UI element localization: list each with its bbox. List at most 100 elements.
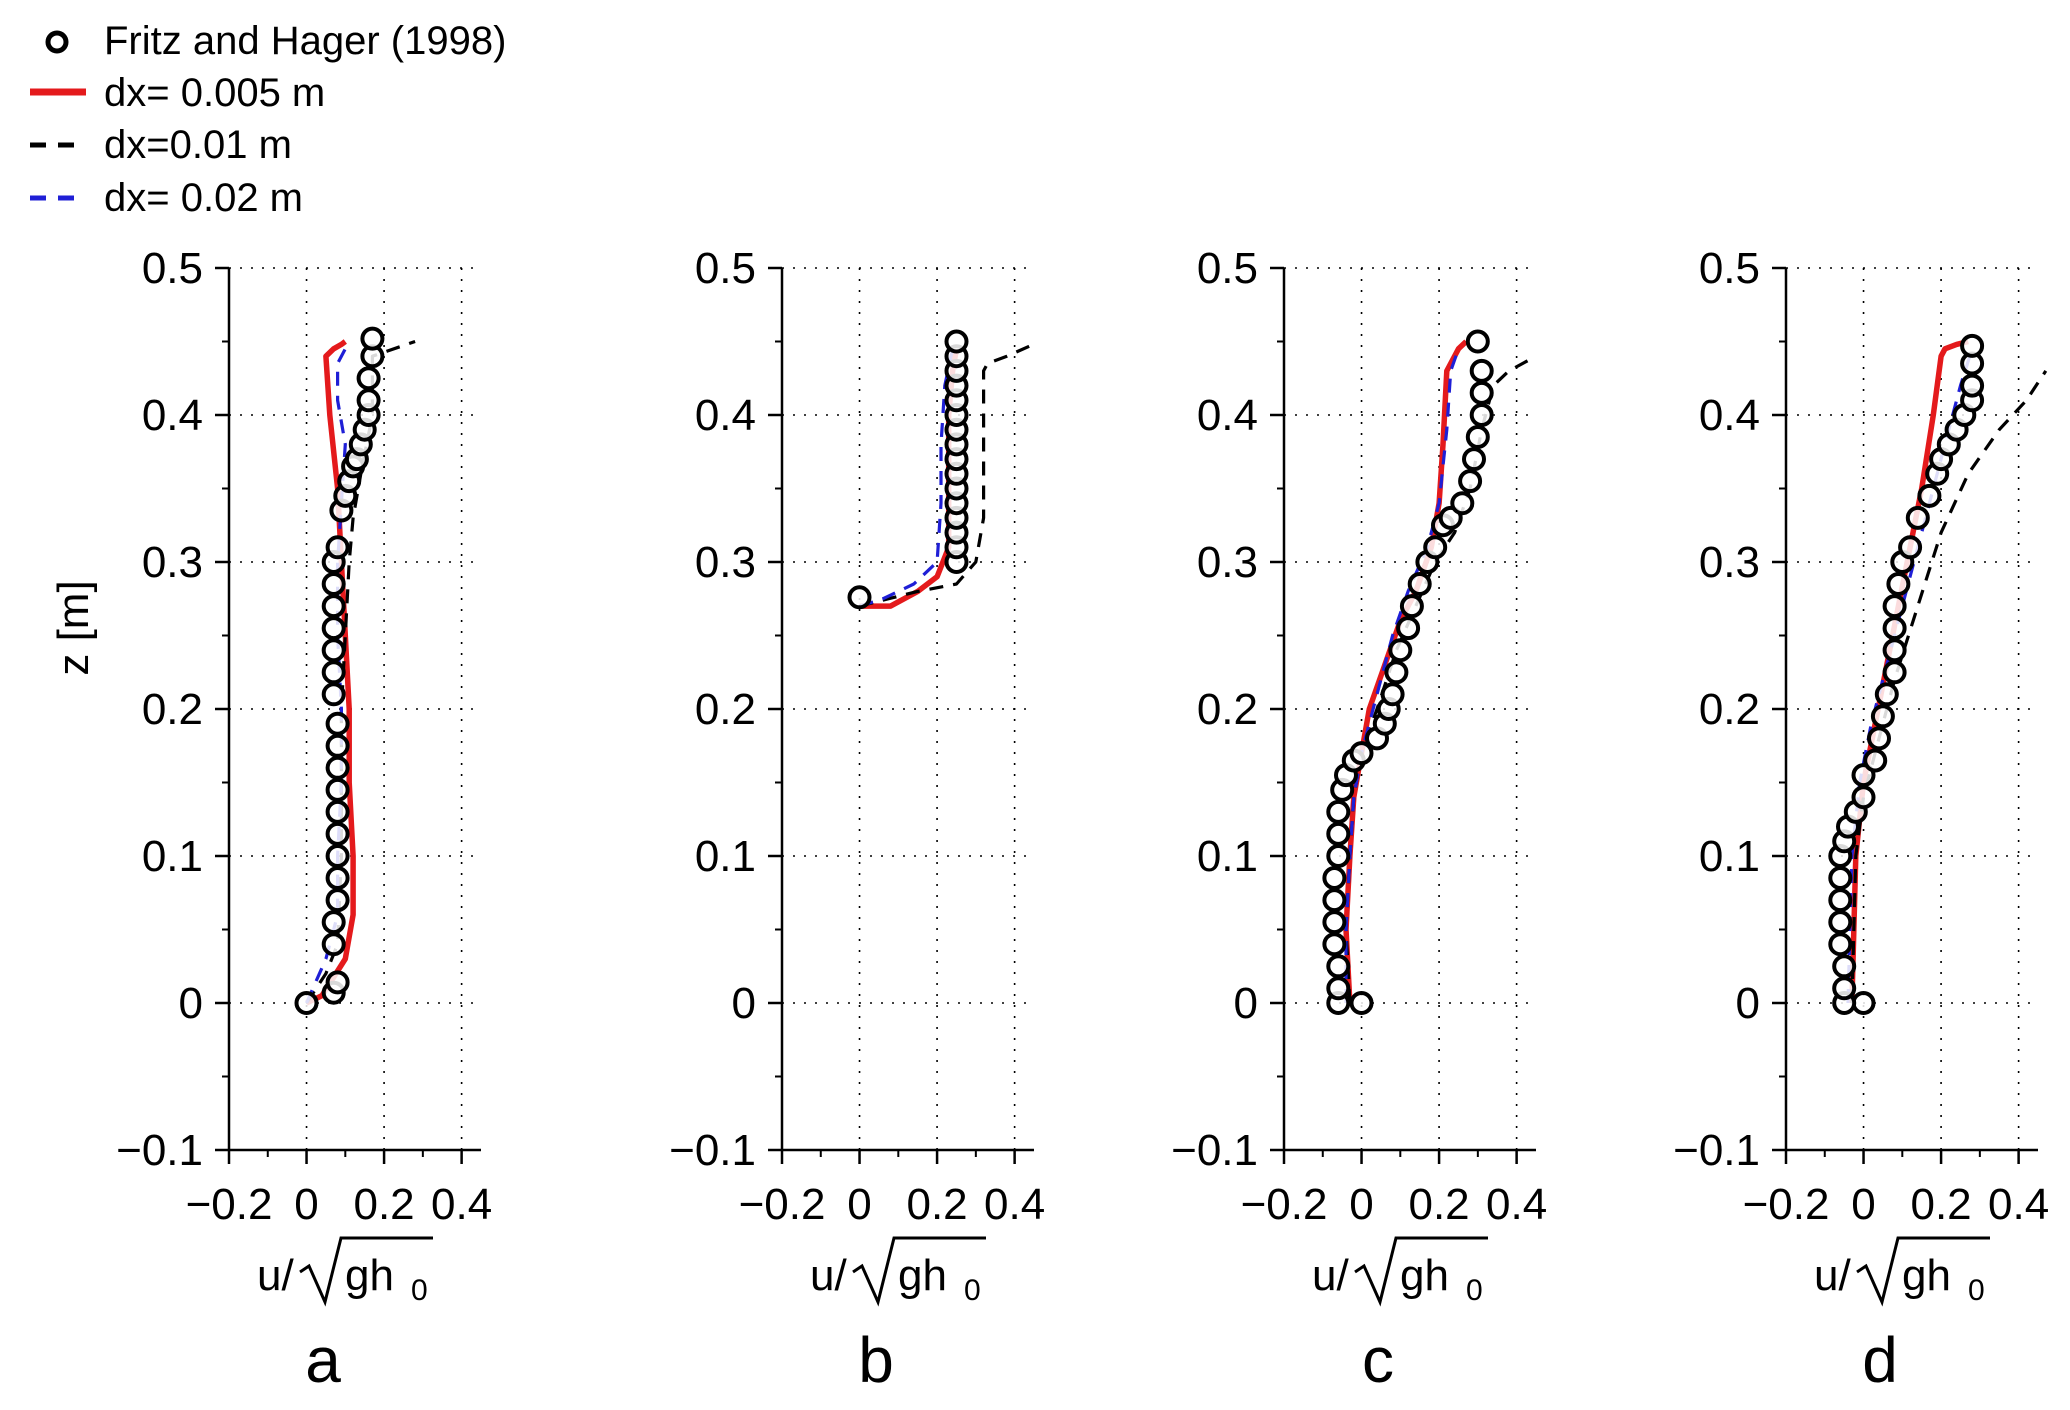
legend-label-observed: Fritz and Hager (1998) [104,19,506,63]
x-axis-title-sub-d: 0 [1968,1274,1985,1307]
observed-point-d-16 [1870,704,1895,729]
observed-point-a-21 [325,535,350,560]
observed-point-d-2 [1832,976,1857,1001]
x-axis-title-u-a: u/ [257,1251,294,1300]
y-tick-label-c-1: 0 [1234,979,1258,1028]
observed-point-c-25 [1423,535,1448,560]
y-tick-label-c-5: 0.4 [1197,391,1258,440]
observed-point-a-8 [325,821,350,846]
observed-point-a-19 [321,572,346,596]
observed-point-a-12 [325,733,350,758]
panel-letter-d: d [1862,1324,1898,1396]
observed-point-a-10 [325,777,350,802]
observed-point-c-0 [1349,991,1374,1015]
observed-point-a-14 [321,682,346,707]
observed-point-d-24 [1898,535,1923,560]
observed-point-d-21 [1882,594,1907,619]
observed-point-d-4 [1828,932,1853,957]
observed-point-c-33 [1469,380,1494,405]
legend-label-dx005: dx= 0.005 m [104,71,325,115]
panel-d: −0.1 0 0.1 0.2 0.3 0.4 0.5 −0.2 0 0.2 0.4 u/gh 0 d [1673,244,2049,1396]
y-tick-label-a-2: 0.1 [142,832,203,881]
x-tick-label-d-3: 0.4 [1988,1180,2049,1229]
observed-point-c-23 [1407,572,1432,596]
observed-point-a-13 [325,711,350,736]
observed-point-c-30 [1462,447,1486,472]
x-tick-label-c-3: 0.4 [1486,1180,1547,1229]
observed-point-c-22 [1399,594,1424,619]
y-tick-label-a-5: 0.4 [142,391,203,440]
y-tick-label-c-4: 0.3 [1197,538,1258,587]
y-tick-label-b-2: 0.1 [695,832,756,881]
sqrt-sign-b [852,1236,986,1307]
observed-point-a-33 [360,326,385,351]
observed-point-a-16 [321,638,346,663]
x-tick-label-a-0: −0.2 [186,1180,273,1229]
x-tick-label-c-1: 0 [1349,1180,1373,1229]
x-tick-label-b-2: 0.2 [906,1180,967,1229]
observed-point-c-35 [1465,329,1490,354]
observed-point-d-25 [1905,505,1930,530]
y-tick-label-d-2: 0.1 [1699,832,1760,881]
observed-point-d-19 [1882,638,1907,663]
x-axis-title-sub-a: 0 [411,1274,428,1307]
x-axis-title-g-d: gh [1902,1251,1951,1300]
observed-point-c-28 [1450,491,1475,516]
observed-point-b-0 [847,585,872,610]
y-tick-label-a-0: −0.1 [116,1126,203,1175]
x-axis-title-sub-b: 0 [964,1274,981,1307]
observed-point-c-3 [1326,954,1351,979]
observed-point-d-0 [1851,991,1876,1015]
x-axis-title-u-d: u/ [1814,1251,1851,1300]
y-tick-label-d-6: 0.5 [1699,244,1760,293]
legend: Fritz and Hager (1998) dx= 0.005 m dx=0.… [30,19,506,220]
panel-letter-b: b [858,1324,894,1396]
observed-point-d-35 [1960,333,1985,358]
x-axis-title-g-c: gh [1400,1251,1449,1300]
observed-point-d-20 [1882,616,1907,641]
x-tick-label-c-0: −0.2 [1241,1180,1328,1229]
y-tick-label-c-2: 0.1 [1197,832,1258,881]
y-tick-label-d-5: 0.4 [1699,391,1760,440]
observed-point-a-15 [321,660,346,685]
observed-point-a-4 [321,910,346,935]
observed-point-d-7 [1828,866,1853,890]
legend-label-dx01: dx=0.01 m [104,123,292,167]
x-tick-label-a-3: 0.4 [431,1180,492,1229]
observed-point-d-26 [1917,483,1942,508]
x-axis-title-u-c: u/ [1312,1251,1349,1300]
x-tick-label-d-1: 0 [1851,1180,1875,1229]
observed-point-d-14 [1863,748,1888,773]
y-tick-label-c-3: 0.2 [1197,685,1258,734]
observed-point-d-12 [1851,785,1876,810]
observed-point-c-19 [1384,660,1409,685]
x-axis-title-u-b: u/ [810,1251,847,1300]
observed-point-a-3 [321,932,346,957]
y-tick-label-a-4: 0.3 [142,538,203,587]
observed-point-b-16 [944,329,969,354]
observed-point-a-9 [325,799,350,824]
x-tick-label-b-1: 0 [847,1180,871,1229]
y-tick-label-d-1: 0 [1736,979,1760,1028]
panel-letter-a: a [305,1324,341,1396]
observed-point-d-18 [1882,660,1907,685]
observed-point-c-6 [1322,888,1347,913]
sqrt-sign-d [1856,1236,1990,1307]
observed-point-a-0 [294,991,319,1015]
observed-point-c-29 [1458,469,1483,494]
legend-label-dx02: dx= 0.02 m [104,176,303,220]
y-tick-label-b-0: −0.1 [669,1126,756,1175]
observed-point-c-21 [1396,616,1421,641]
sqrt-sign-a [299,1236,433,1307]
observed-point-c-5 [1322,910,1347,935]
y-tick-label-a-1: 0 [179,979,203,1028]
observed-point-c-32 [1469,403,1494,427]
observed-point-c-34 [1469,358,1494,383]
panel-c: −0.1 0 0.1 0.2 0.3 0.4 0.5 −0.2 0 0.2 0.4 u/gh 0 c [1171,244,1547,1396]
panel-b: −0.1 0 0.1 0.2 0.3 0.4 0.5 −0.2 0 0.2 0.4 u/gh 0 b [669,244,1045,1396]
legend-marker-observed [45,30,69,54]
observed-point-d-3 [1832,954,1857,979]
observed-point-a-31 [356,366,381,391]
